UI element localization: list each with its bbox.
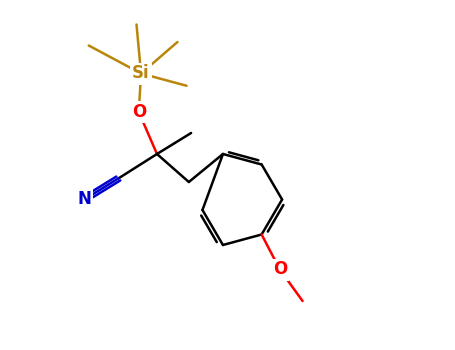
- Text: O: O: [131, 103, 146, 121]
- Text: O: O: [273, 260, 287, 279]
- Text: Si: Si: [132, 64, 150, 83]
- Text: N: N: [77, 190, 91, 209]
